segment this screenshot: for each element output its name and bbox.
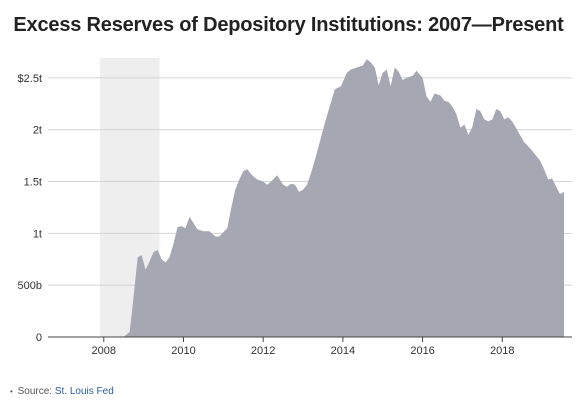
axis-layer	[48, 336, 572, 342]
y-tick-label: 1t	[33, 228, 42, 240]
y-tick-label: 500b	[18, 280, 42, 292]
y-tick-label: 1.5t	[24, 177, 42, 189]
chart-title: Excess Reserves of Depository Institutio…	[13, 14, 564, 36]
x-tick-label: 2012	[251, 345, 275, 357]
source-link[interactable]: St. Louis Fed	[54, 386, 114, 397]
x-tick-labels: 2008 2010 2012 2014 2016 2018	[92, 345, 515, 357]
area-series-layer	[63, 59, 565, 338]
source-bullet-icon: •	[10, 387, 13, 396]
y-tick-label: 2t	[33, 125, 42, 137]
source-note: • Source: St. Louis Fed	[10, 386, 114, 397]
x-tick-label: 2010	[171, 345, 195, 357]
source-prefix: Source:	[17, 386, 53, 397]
excess-reserves-area	[63, 59, 565, 338]
x-tick-label: 2016	[410, 345, 434, 357]
y-tick-label: 0	[36, 332, 42, 344]
x-tick-label: 2014	[331, 345, 355, 357]
x-tick-label: 2008	[92, 345, 116, 357]
x-tick-label: 2018	[490, 345, 514, 357]
y-tick-labels: 0 500b 1t 1.5t 2t $2.5t	[18, 73, 42, 344]
y-tick-label: $2.5t	[18, 73, 42, 85]
